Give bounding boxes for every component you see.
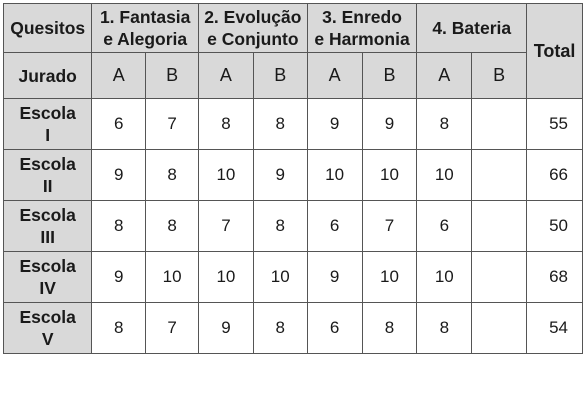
judge-header: B bbox=[361, 52, 418, 99]
criterion-header-bateria: 4. Bateria bbox=[416, 3, 528, 53]
score-cell: 10 bbox=[198, 149, 254, 201]
total-cell: 50 bbox=[526, 200, 583, 252]
school-name: Escola V bbox=[2, 302, 93, 354]
header-row-criteria: Quesitos 1. Fantasia e Alegoria 2. Evolu… bbox=[2, 3, 583, 99]
score-cell: 9 bbox=[91, 251, 147, 303]
total-cell: 66 bbox=[526, 149, 583, 201]
score-cell: 7 bbox=[145, 98, 199, 150]
score-cell: 8 bbox=[252, 302, 308, 354]
score-cell: 10 bbox=[361, 251, 418, 303]
table-row: Escola II 9 8 10 9 10 10 10 66 bbox=[2, 149, 583, 201]
total-header: Total bbox=[526, 3, 583, 99]
table-row: Escola IV 9 10 10 10 9 10 10 68 bbox=[2, 251, 583, 303]
score-cell bbox=[471, 98, 528, 150]
score-cell: 8 bbox=[145, 200, 199, 252]
table-row: Escola V 8 7 9 8 6 8 8 54 bbox=[2, 302, 583, 354]
judge-header: A bbox=[91, 52, 147, 99]
school-label: Escola bbox=[19, 205, 76, 225]
total-cell: 55 bbox=[526, 98, 583, 150]
score-cell: 7 bbox=[361, 200, 418, 252]
score-cell: 9 bbox=[306, 251, 363, 303]
score-cell: 10 bbox=[416, 251, 473, 303]
criterion-header-fantasia: 1. Fantasia e Alegoria bbox=[91, 3, 199, 53]
score-cell: 7 bbox=[198, 200, 254, 252]
quesitos-header: Quesitos bbox=[2, 3, 93, 53]
jurado-header: Jurado bbox=[2, 52, 93, 99]
score-cell: 9 bbox=[361, 98, 418, 150]
criterion-line1: 3. Enredo bbox=[322, 7, 402, 27]
criterion-line1: 1. Fantasia bbox=[99, 7, 191, 27]
school-name: Escola I bbox=[2, 98, 93, 150]
score-cell bbox=[471, 251, 528, 303]
school-number: I bbox=[45, 125, 51, 145]
score-cell: 9 bbox=[252, 149, 308, 201]
judge-header: B bbox=[471, 52, 528, 99]
score-cell: 6 bbox=[416, 200, 473, 252]
score-cell: 10 bbox=[145, 251, 199, 303]
score-cell: 8 bbox=[252, 98, 308, 150]
criterion-line2: e Conjunto bbox=[207, 29, 299, 49]
score-cell: 8 bbox=[91, 302, 147, 354]
judge-header: A bbox=[198, 52, 254, 99]
score-cell: 8 bbox=[91, 200, 147, 252]
score-cell: 9 bbox=[91, 149, 147, 201]
score-cell bbox=[471, 200, 528, 252]
score-cell: 9 bbox=[306, 98, 363, 150]
score-cell: 9 bbox=[198, 302, 254, 354]
criterion-header-evolucao: 2. Evolução e Conjunto bbox=[198, 3, 308, 53]
header-row-judges: Jurado A B A B A B A B bbox=[2, 52, 583, 99]
score-cell: 6 bbox=[91, 98, 147, 150]
school-label: Escola bbox=[19, 154, 76, 174]
table-row: Escola I 6 7 8 8 9 9 8 55 bbox=[2, 98, 583, 150]
score-cell bbox=[471, 302, 528, 354]
judge-header: A bbox=[416, 52, 473, 99]
score-cell: 8 bbox=[145, 149, 199, 201]
table-row: Escola III 8 8 7 8 6 7 6 50 bbox=[2, 200, 583, 252]
total-cell: 54 bbox=[526, 302, 583, 354]
school-label: Escola bbox=[19, 256, 76, 276]
school-number: II bbox=[42, 176, 53, 196]
criterion-line1: 2. Evolução bbox=[204, 7, 302, 27]
judge-header: B bbox=[252, 52, 308, 99]
score-cell: 10 bbox=[306, 149, 363, 201]
criterion-line2: e Harmonia bbox=[314, 29, 410, 49]
school-number: III bbox=[40, 227, 55, 247]
score-cell: 7 bbox=[145, 302, 199, 354]
criterion-line2: e Alegoria bbox=[103, 29, 188, 49]
score-cell: 8 bbox=[198, 98, 254, 150]
score-cell: 8 bbox=[361, 302, 418, 354]
criterion-header-enredo: 3. Enredo e Harmonia bbox=[306, 3, 418, 53]
school-label: Escola bbox=[19, 307, 76, 327]
score-cell: 6 bbox=[306, 302, 363, 354]
school-name: Escola IV bbox=[2, 251, 93, 303]
score-cell: 8 bbox=[416, 302, 473, 354]
judge-header: A bbox=[306, 52, 363, 99]
score-cell bbox=[471, 149, 528, 201]
score-cell: 10 bbox=[252, 251, 308, 303]
school-label: Escola bbox=[19, 103, 76, 123]
school-name: Escola II bbox=[2, 149, 93, 201]
school-number: V bbox=[41, 329, 54, 349]
school-number: IV bbox=[39, 278, 56, 298]
judge-header: B bbox=[145, 52, 199, 99]
school-name: Escola III bbox=[2, 200, 93, 252]
scores-table: Quesitos 1. Fantasia e Alegoria 2. Evolu… bbox=[2, 3, 583, 354]
score-cell: 8 bbox=[252, 200, 308, 252]
score-cell: 10 bbox=[361, 149, 418, 201]
criterion-line1: 4. Bateria bbox=[432, 18, 512, 38]
score-cell: 10 bbox=[416, 149, 473, 201]
score-cell: 6 bbox=[306, 200, 363, 252]
score-cell: 8 bbox=[416, 98, 473, 150]
total-cell: 68 bbox=[526, 251, 583, 303]
score-cell: 10 bbox=[198, 251, 254, 303]
